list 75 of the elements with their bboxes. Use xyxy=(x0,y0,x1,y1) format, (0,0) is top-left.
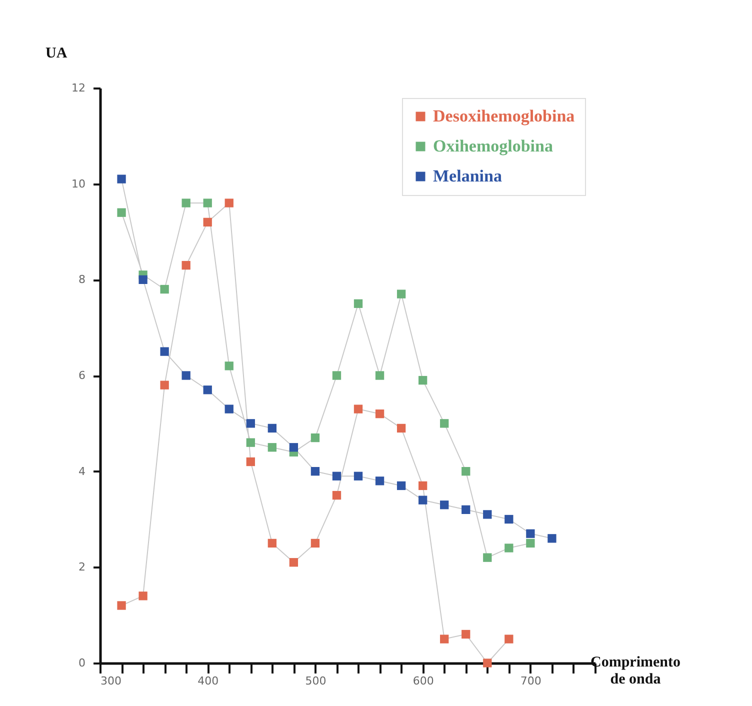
point xyxy=(246,457,255,466)
point xyxy=(268,538,277,548)
x-tick-label: 700 xyxy=(520,674,542,688)
point xyxy=(182,371,190,380)
point xyxy=(203,218,212,226)
point xyxy=(483,553,492,562)
point xyxy=(354,472,363,480)
legend-label: Oxihemoglobina xyxy=(433,136,554,156)
x-axis-title: Comprimento de onda xyxy=(590,654,680,688)
point xyxy=(224,362,234,370)
point xyxy=(117,208,126,217)
point xyxy=(504,544,514,552)
point xyxy=(483,658,492,668)
point xyxy=(332,371,342,380)
point xyxy=(117,601,126,610)
point xyxy=(418,376,428,385)
x-tick-label: 600 xyxy=(412,674,434,688)
point xyxy=(440,634,449,644)
point xyxy=(268,424,277,433)
point xyxy=(289,558,298,567)
point xyxy=(526,529,535,538)
point xyxy=(440,419,449,428)
legend-label: Melanina xyxy=(433,166,502,186)
point xyxy=(396,424,406,433)
point xyxy=(375,476,384,486)
y-tick-label: 10 xyxy=(72,177,86,190)
point xyxy=(160,380,169,390)
y-tick-label: 4 xyxy=(78,464,86,478)
point xyxy=(396,290,406,298)
legend-label: Desoxihemoglobina xyxy=(433,106,576,126)
point xyxy=(224,404,234,414)
point xyxy=(310,538,320,548)
point xyxy=(354,404,363,414)
point xyxy=(462,630,470,639)
point xyxy=(289,443,298,452)
point xyxy=(504,514,514,524)
point xyxy=(160,347,169,356)
point xyxy=(246,438,255,447)
point xyxy=(310,433,320,442)
point xyxy=(548,534,556,543)
y-tick-label: 8 xyxy=(78,273,86,286)
point xyxy=(310,467,320,476)
y-tick-label: 12 xyxy=(72,82,86,94)
point xyxy=(160,284,169,294)
point xyxy=(462,505,470,514)
x-tick-label: 500 xyxy=(305,674,326,688)
point xyxy=(418,496,428,504)
point xyxy=(332,490,342,500)
point xyxy=(268,443,277,452)
point xyxy=(504,634,514,644)
point xyxy=(224,198,234,208)
point xyxy=(117,174,126,184)
point xyxy=(182,260,190,270)
point xyxy=(203,198,212,208)
point xyxy=(375,410,384,418)
point xyxy=(440,500,449,510)
y-tick-label: 2 xyxy=(78,560,86,574)
point xyxy=(138,275,148,284)
point xyxy=(138,592,148,600)
point xyxy=(354,299,363,308)
y-axis-title: UA xyxy=(46,46,68,62)
point xyxy=(418,481,428,490)
point xyxy=(462,467,470,476)
point xyxy=(246,419,255,428)
point xyxy=(182,198,190,208)
point xyxy=(396,481,406,490)
y-tick-label: 6 xyxy=(78,369,86,382)
point xyxy=(526,538,535,548)
point xyxy=(375,371,384,380)
point xyxy=(203,386,212,394)
x-tick-label: 300 xyxy=(100,674,122,688)
point xyxy=(483,510,492,519)
x-tick-label: 400 xyxy=(198,674,219,688)
y-tick-label: 0 xyxy=(78,656,86,670)
point xyxy=(332,472,342,480)
